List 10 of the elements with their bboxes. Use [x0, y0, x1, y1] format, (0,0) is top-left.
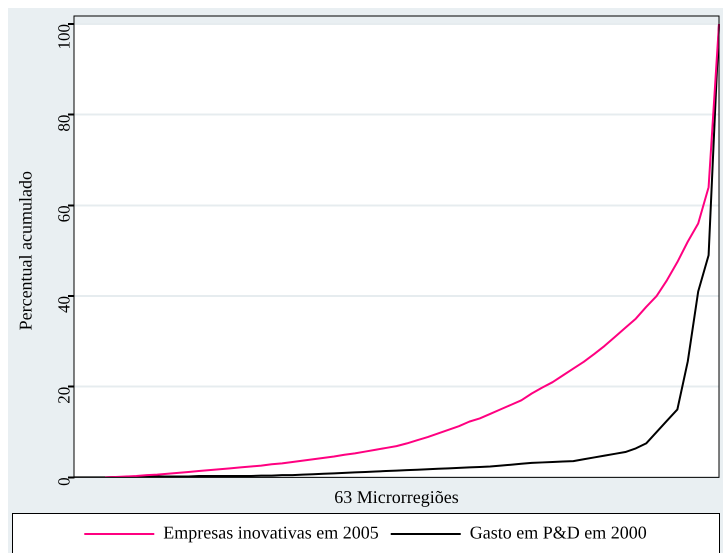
y-tick-label: 0 — [54, 477, 74, 486]
legend-label: Gasto em P&D em 2000 — [470, 522, 647, 543]
y-tick-label: 100 — [54, 24, 74, 50]
x-axis-title: 63 Microrregiões — [334, 486, 459, 507]
y-tick-label: 40 — [54, 296, 74, 314]
y-tick-label: 60 — [54, 205, 74, 222]
y-axis-title: Percentual acumulado — [16, 170, 36, 330]
legend-label: Empresas inovativas em 2005 — [163, 522, 379, 543]
y-tick-label: 80 — [54, 114, 74, 132]
y-tick-label: 20 — [54, 386, 74, 404]
